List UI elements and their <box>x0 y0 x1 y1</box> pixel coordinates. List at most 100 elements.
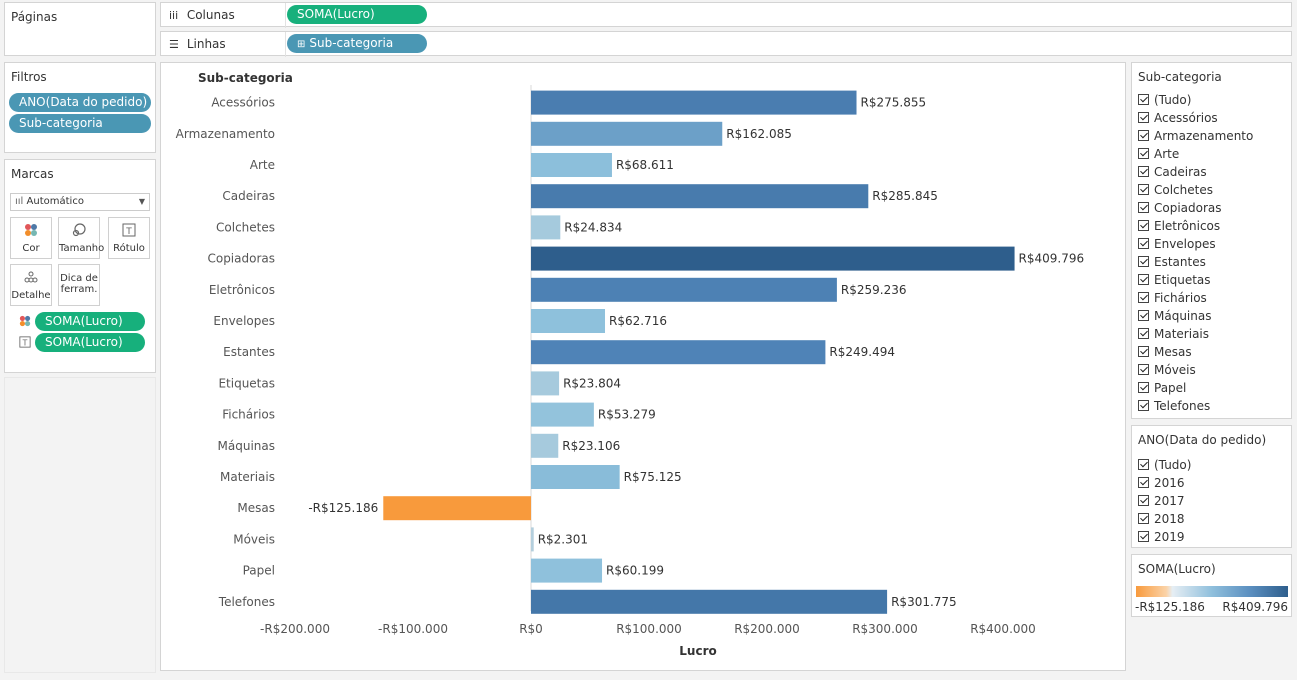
subcategory-filter-option[interactable]: Telefones <box>1138 398 1210 416</box>
columns-pill-soma-lucro[interactable]: SOMA(Lucro) <box>287 5 427 24</box>
columns-shelf-label: iii Colunas <box>169 8 235 22</box>
bar[interactable] <box>531 246 1015 271</box>
year-filter-option[interactable]: 2019 <box>1138 529 1185 547</box>
year-filter-option[interactable]: 2016 <box>1138 475 1185 493</box>
subcategory-filter-option[interactable]: Copiadoras <box>1138 200 1222 218</box>
size-button[interactable]: Tamanho <box>58 217 104 259</box>
bar[interactable] <box>531 277 837 302</box>
bar[interactable] <box>531 433 559 458</box>
category-label: Acessórios <box>211 96 275 110</box>
checkbox-checked-icon[interactable] <box>1138 166 1149 177</box>
subcategory-filter-option[interactable]: Eletrônicos <box>1138 218 1220 236</box>
subcategory-filter-option[interactable]: Armazenamento <box>1138 128 1253 146</box>
checkbox-checked-icon[interactable] <box>1138 531 1149 542</box>
checkbox-checked-icon[interactable] <box>1138 130 1149 141</box>
checkbox-checked-icon[interactable] <box>1138 220 1149 231</box>
checkbox-checked-icon[interactable] <box>1138 112 1149 123</box>
subcategory-filter-option[interactable]: Etiquetas <box>1138 272 1211 290</box>
checkbox-checked-icon[interactable] <box>1138 328 1149 339</box>
subcategory-filter-option[interactable]: (Tudo) <box>1138 92 1191 110</box>
bar[interactable] <box>531 153 612 177</box>
subcategory-filter-option[interactable]: Cadeiras <box>1138 164 1207 182</box>
color-button[interactable]: Cor <box>10 217 52 259</box>
checkbox-checked-icon[interactable] <box>1138 382 1149 393</box>
filter-pill-year[interactable]: ANO(Data do pedido) <box>9 93 151 112</box>
detail-button[interactable]: Detalhe <box>10 264 52 306</box>
x-tick-label: R$0 <box>519 622 543 636</box>
data-label: R$23.106 <box>562 439 620 453</box>
checkbox-checked-icon[interactable] <box>1138 202 1149 213</box>
year-filter-option[interactable]: (Tudo) <box>1138 457 1191 475</box>
subcategory-filter-option[interactable]: Acessórios <box>1138 110 1218 128</box>
bar[interactable] <box>531 215 561 240</box>
checkbox-checked-icon[interactable] <box>1138 400 1149 411</box>
subcategory-filter-option[interactable]: Máquinas <box>1138 308 1211 326</box>
bar[interactable] <box>531 402 594 427</box>
year-filter-option[interactable]: 2017 <box>1138 493 1185 511</box>
category-label: Copiadoras <box>207 252 275 266</box>
checkbox-checked-icon[interactable] <box>1138 495 1149 506</box>
bar[interactable] <box>531 309 606 333</box>
subcategory-filter-option[interactable]: Papel <box>1138 380 1186 398</box>
data-label: R$68.611 <box>616 158 674 172</box>
checkbox-checked-icon[interactable] <box>1138 513 1149 524</box>
bar[interactable] <box>531 184 869 209</box>
data-label: R$62.716 <box>609 314 667 328</box>
bar-chart[interactable]: Sub-categoria Lucro Acessórios R$275.855 A… <box>161 63 1125 670</box>
checkbox-checked-icon[interactable] <box>1138 184 1149 195</box>
checkbox-checked-icon[interactable] <box>1138 459 1149 470</box>
category-label: Máquinas <box>218 439 275 453</box>
color-label: Cor <box>22 243 40 254</box>
columns-label-text: Colunas <box>186 8 235 22</box>
subcategory-filter-option[interactable]: Móveis <box>1138 362 1196 380</box>
subcategory-filter-option-label: Materiais <box>1154 327 1210 341</box>
pages-shelf[interactable]: Páginas <box>4 2 156 56</box>
subcategory-filter-option[interactable]: Fichários <box>1138 290 1207 308</box>
checkbox-checked-icon[interactable] <box>1138 94 1149 105</box>
subcategory-filter-option[interactable]: Mesas <box>1138 344 1192 362</box>
checkbox-checked-icon[interactable] <box>1138 477 1149 488</box>
checkbox-checked-icon[interactable] <box>1138 292 1149 303</box>
bar[interactable] <box>531 371 560 396</box>
subcategory-filter-option[interactable]: Estantes <box>1138 254 1206 272</box>
subcategory-filter-option-label: Móveis <box>1154 363 1196 377</box>
mark-type-dropdown[interactable]: ııl Automático ▼ <box>10 193 150 211</box>
row-header: Sub-categoria <box>198 71 293 85</box>
checkbox-checked-icon[interactable] <box>1138 148 1149 159</box>
subcategory-filter-option-label: Eletrônicos <box>1154 219 1221 233</box>
bar[interactable] <box>531 90 857 115</box>
color-legend-card: SOMA(Lucro) -R$125.186 R$409.796 <box>1131 554 1292 617</box>
subcategory-filter-option[interactable]: Colchetes <box>1138 182 1213 200</box>
year-filter-option[interactable]: 2018 <box>1138 511 1185 529</box>
checkbox-checked-icon[interactable] <box>1138 310 1149 321</box>
bar[interactable] <box>531 340 826 365</box>
year-filter-option-label: 2018 <box>1154 512 1185 526</box>
x-tick-label: R$400.000 <box>970 622 1036 636</box>
marks-pill-color[interactable]: SOMA(Lucro) <box>35 312 145 331</box>
bar[interactable] <box>531 558 603 583</box>
subcategory-filter-option[interactable]: Materiais <box>1138 326 1209 344</box>
columns-shelf[interactable]: iii Colunas SOMA(Lucro) <box>160 2 1292 28</box>
bar[interactable] <box>531 465 620 489</box>
subcategory-filter-title: Sub-categoria <box>1138 70 1222 84</box>
x-axis-title: Lucro <box>679 644 716 658</box>
bar[interactable] <box>383 496 531 521</box>
rows-shelf[interactable]: ☰ Linhas ⊞ Sub-categoria <box>160 31 1292 57</box>
checkbox-checked-icon[interactable] <box>1138 364 1149 375</box>
subcategory-filter-option[interactable]: Arte <box>1138 146 1179 164</box>
label-button[interactable]: T Rótulo <box>108 217 150 259</box>
data-label: R$60.199 <box>606 564 664 578</box>
subcategory-filter-option-label: (Tudo) <box>1154 93 1192 107</box>
bar[interactable] <box>531 121 723 146</box>
checkbox-checked-icon[interactable] <box>1138 256 1149 267</box>
bar[interactable] <box>531 527 534 552</box>
checkbox-checked-icon[interactable] <box>1138 274 1149 285</box>
checkbox-checked-icon[interactable] <box>1138 346 1149 357</box>
tooltip-button[interactable]: Dica de ferram. <box>58 264 100 306</box>
subcategory-filter-option[interactable]: Envelopes <box>1138 236 1216 254</box>
filter-pill-subcategoria[interactable]: Sub-categoria <box>9 114 151 133</box>
marks-pill-label[interactable]: SOMA(Lucro) <box>35 333 145 352</box>
rows-pill-subcategoria[interactable]: ⊞ Sub-categoria <box>287 34 427 53</box>
checkbox-checked-icon[interactable] <box>1138 238 1149 249</box>
bar[interactable] <box>531 589 888 614</box>
